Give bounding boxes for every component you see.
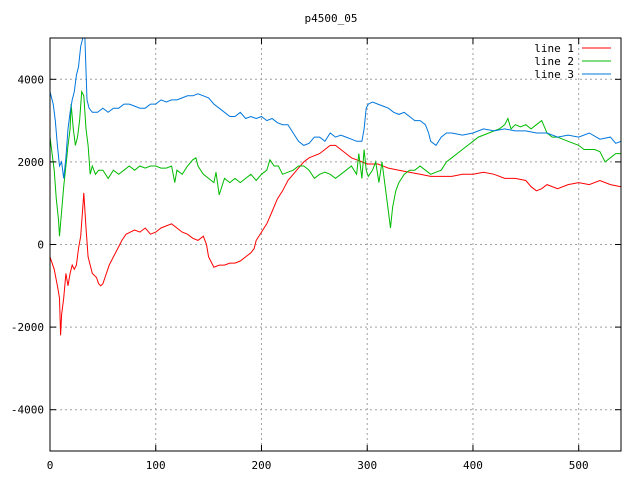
axis-ticks: 0 100 200 300 400 500 -4000 -2000 0 2000 4000	[11, 38, 621, 472]
y-tick-label: 4000	[18, 73, 45, 86]
series-line-2	[50, 89, 621, 237]
x-tick-label: 300	[357, 459, 377, 472]
y-tick-label: 2000	[18, 156, 45, 169]
x-tick-label: 200	[252, 459, 272, 472]
legend-label-3: line 3	[534, 68, 574, 81]
x-tick-label: 500	[569, 459, 589, 472]
x-tick-label: 400	[463, 459, 483, 472]
series-line-3	[50, 38, 621, 179]
legend-label-1: line 1	[534, 42, 574, 55]
chart-title: p4500_05	[305, 12, 358, 25]
series-lines	[50, 38, 621, 336]
x-tick-label: 0	[47, 459, 54, 472]
grid-lines	[50, 38, 621, 451]
legend-label-2: line 2	[534, 55, 574, 68]
series-line-1	[50, 144, 621, 336]
y-tick-label: 0	[37, 239, 44, 252]
y-tick-label: -2000	[11, 321, 44, 334]
x-tick-label: 100	[146, 459, 166, 472]
y-tick-label: -4000	[11, 404, 44, 417]
